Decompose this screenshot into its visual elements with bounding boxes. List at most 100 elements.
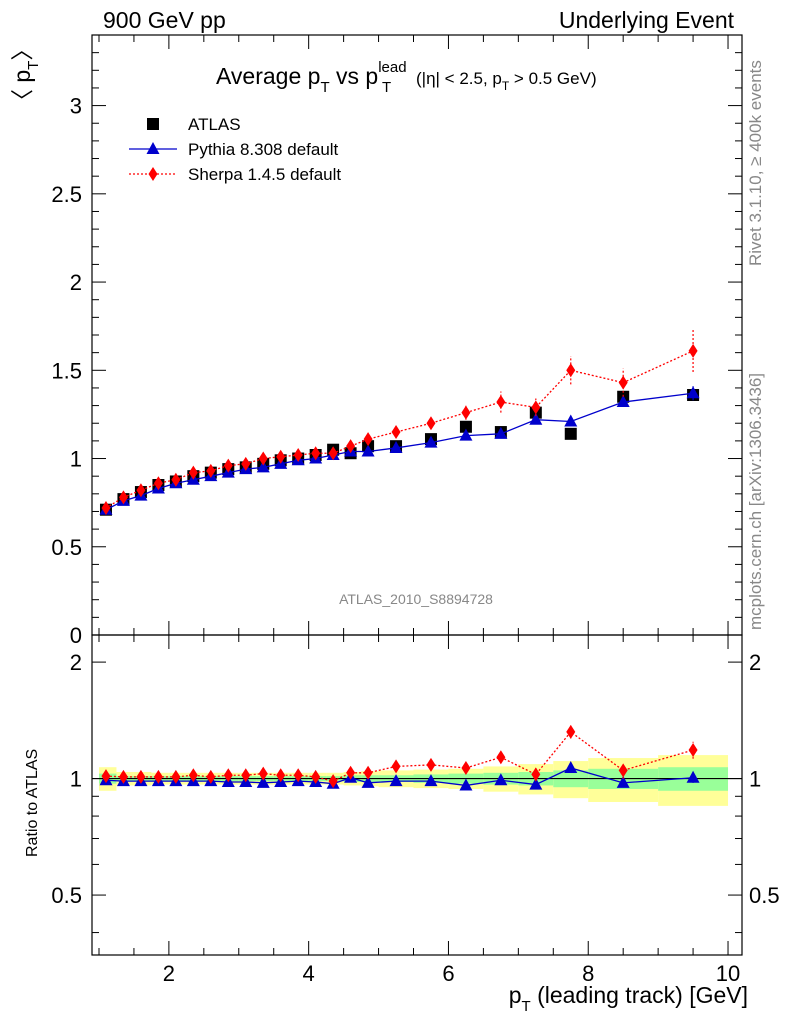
main-title-mid: vs p (330, 63, 379, 89)
x-tick-label: 4 (303, 961, 315, 986)
main-point-diamond (188, 465, 198, 480)
main-ytick-label: 3 (70, 94, 82, 119)
ratio-point-triangle (616, 775, 630, 788)
ratio-frame (91, 634, 743, 956)
ratio-ytick-label-right: 0.5 (749, 883, 780, 908)
main-point-diamond (276, 449, 286, 464)
main-point-diamond (328, 446, 338, 461)
legend: ATLAS Pythia 8.308 default Sherpa 1.4.5 de… (129, 115, 341, 184)
main-point-triangle (256, 460, 270, 473)
ratio-point-diamond (531, 767, 541, 782)
header-left-label: 900 GeV pp (103, 7, 226, 33)
main-point-diamond (153, 476, 163, 491)
ratio-ytick-label-right: 1 (749, 767, 761, 792)
main-title-cut: (|η| < 2.5, pT > 0.5 GeV) (416, 69, 597, 93)
main-point-triangle (529, 412, 543, 425)
x-tick-label: 8 (582, 961, 594, 986)
ratio-point-triangle (256, 775, 270, 788)
header-right-label: Underlying Event (559, 7, 735, 33)
x-tick-label: 10 (716, 961, 740, 986)
legend-marker-triangle (146, 142, 160, 154)
main-point-diamond (531, 400, 541, 415)
main-point-triangle (564, 414, 578, 427)
ratio-point-diamond (223, 768, 233, 783)
ratio-point-diamond (566, 724, 576, 739)
ratio-series-line-1 (105, 731, 694, 782)
ratio-point-triangle (529, 777, 543, 790)
main-point-diamond (391, 425, 401, 440)
main-point-diamond (293, 448, 303, 462)
ratio-panel: 0.5 0.5 1 1 2 2 2 4 6 8 10 (51, 634, 780, 986)
ratio-point-triangle (389, 774, 403, 787)
main-ylabel-sub: T (25, 61, 42, 70)
ratio-point-triangle (424, 774, 438, 787)
main-ylabel-text: 〈 p (9, 70, 35, 112)
ratio-point-diamond (136, 769, 146, 784)
ratio-point-diamond (311, 769, 321, 784)
main-point-diamond (461, 405, 471, 420)
main-title-cut-text: (|η| < 2.5, p (416, 69, 502, 88)
main-point-diamond (618, 375, 628, 390)
ratio-ytick-label: 1 (70, 767, 82, 792)
main-point-diamond (101, 500, 111, 515)
main-point-triangle (389, 440, 403, 453)
legend-marker-square (147, 118, 159, 130)
main-title-cut-end: > 0.5 GeV) (509, 69, 596, 88)
ratio-point-diamond (241, 768, 251, 783)
ratio-point-diamond (688, 743, 698, 758)
ratio-point-diamond (171, 769, 181, 784)
main-title-prefix: Average p (216, 63, 320, 89)
main-point-triangle (686, 386, 700, 399)
main-point-square (459, 420, 472, 433)
main-point-triangle (616, 395, 630, 408)
main-point-diamond (363, 432, 373, 447)
ratio-point-diamond (496, 750, 506, 765)
ratio-ytick-label-right: 2 (749, 650, 761, 675)
legend-label: Sherpa 1.4.5 default (188, 165, 341, 184)
ratio-point-diamond (118, 769, 128, 784)
ratio-point-diamond (276, 768, 286, 783)
ratio-point-diamond (101, 769, 111, 784)
main-point-diamond (171, 472, 181, 487)
x-tick-label: 6 (442, 961, 454, 986)
ratio-point-diamond (328, 774, 338, 789)
main-ytick-label: 1 (70, 447, 82, 472)
main-point-diamond (496, 395, 506, 410)
main-point-diamond (241, 456, 251, 471)
main-point-triangle (459, 428, 473, 441)
x-axis-label-sub: T (522, 998, 531, 1015)
main-point-diamond (346, 439, 356, 454)
legend-label: ATLAS (188, 115, 241, 134)
main-title-sup-lead: lead (378, 59, 406, 76)
main-point-triangle (494, 426, 508, 439)
ratio-point-diamond (293, 768, 303, 783)
main-ylabel: 〈 pT〉 (9, 38, 42, 112)
main-title: Average pT vs plead (216, 59, 407, 96)
main-ylabel-close: 〉 (9, 38, 35, 61)
mcplots-label: mcplots.cern.ch [arXiv:1306.3436] (746, 373, 765, 630)
ratio-point-diamond (363, 765, 373, 780)
ratio-point-diamond (461, 760, 471, 775)
rivet-label: Rivet 3.1.10, ≥ 400k events (746, 60, 765, 266)
main-point-diamond (136, 483, 146, 498)
main-point-square (564, 427, 577, 440)
ratio-point-diamond (391, 759, 401, 774)
main-ytick-label: 0.5 (51, 535, 82, 560)
analysis-id-label: ATLAS_2010_S8894728 (339, 591, 493, 607)
ratio-point-triangle (459, 778, 473, 791)
main-point-diamond (688, 343, 698, 358)
main-title-cut-sub-t: T (502, 79, 510, 93)
x-axis-label: pT (leading track) [GeV] (509, 982, 748, 1015)
ratio-point-triangle (564, 760, 578, 773)
main-point-triangle (361, 444, 375, 457)
main-title-sub-t2: T (382, 79, 391, 96)
main-title-sub-t: T (320, 79, 329, 96)
main-point-diamond (118, 490, 128, 505)
main-ytick-label: 1.5 (51, 358, 82, 383)
ratio-point-diamond (258, 766, 268, 781)
main-point-diamond (258, 451, 268, 466)
ratio-ylabel: Ratio to ATLAS (24, 749, 41, 857)
ratio-point-triangle (494, 773, 508, 786)
legend-label: Pythia 8.308 default (188, 140, 339, 159)
